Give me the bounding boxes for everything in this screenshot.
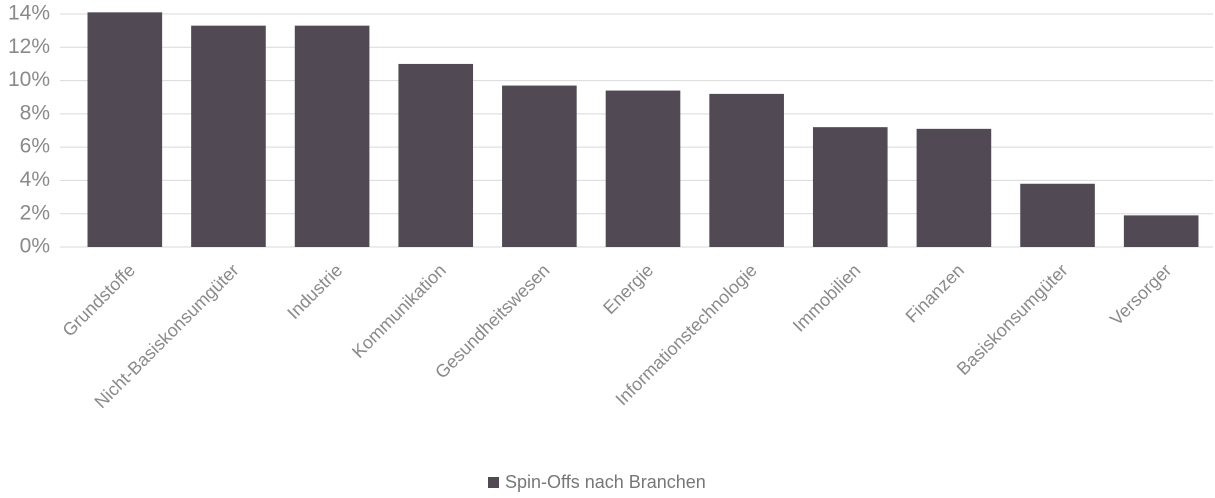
legend-swatch	[488, 477, 499, 488]
x-tick-label: Finanzen	[902, 260, 969, 327]
y-tick-label: 2%	[20, 201, 50, 224]
bar	[916, 128, 992, 247]
y-tick-label: 4%	[20, 168, 50, 191]
x-tick-label: Basiskonsumgüter	[953, 260, 1072, 379]
bar	[1020, 183, 1095, 247]
x-tick-label: Energie	[599, 260, 657, 318]
x-tick-label: Immobilien	[789, 260, 865, 336]
y-tick-label: 6%	[20, 135, 50, 158]
y-tick-label: 10%	[8, 68, 50, 91]
y-tick-label: 12%	[8, 35, 50, 58]
bar	[605, 90, 681, 247]
y-tick-label: 8%	[20, 101, 50, 124]
bar	[502, 85, 577, 247]
bar	[398, 63, 474, 247]
x-tick-label: Grundstoffe	[59, 260, 139, 340]
y-tick-label: 0%	[20, 235, 50, 258]
bar	[709, 93, 784, 247]
x-tick-label: Versorger	[1106, 260, 1175, 329]
bar	[294, 25, 370, 248]
x-tick-label: Industrie	[283, 260, 346, 323]
bar	[812, 127, 888, 247]
bar	[191, 25, 266, 248]
y-tick-label: 14%	[8, 2, 50, 25]
x-tick-label: Kommunikation	[348, 260, 450, 362]
legend-label: Spin-Offs nach Branchen	[505, 472, 706, 492]
bar	[1123, 215, 1199, 247]
bar	[87, 12, 163, 248]
x-tick-label: Gesundheitswesen	[431, 260, 553, 382]
